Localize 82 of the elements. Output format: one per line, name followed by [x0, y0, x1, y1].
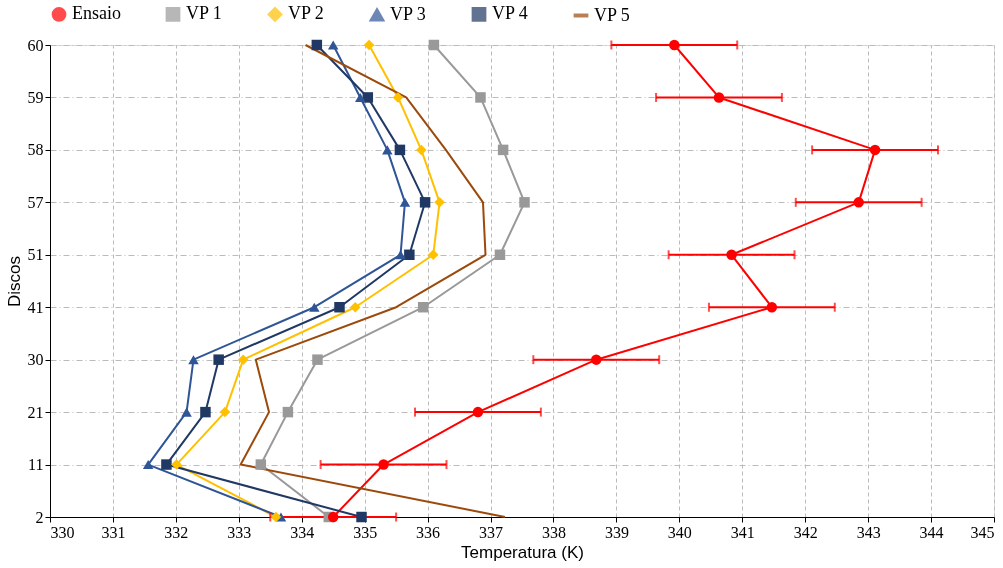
y-tick-label: 60	[27, 36, 44, 54]
point	[362, 92, 374, 103]
x-tick-label: 341	[730, 523, 755, 541]
point	[472, 406, 484, 418]
x-tick-label: 338	[541, 523, 566, 541]
legend-label: VP 1	[186, 3, 222, 24]
point	[282, 406, 294, 418]
point	[161, 459, 172, 470]
y-tick-label: 41	[27, 298, 44, 316]
point	[853, 197, 864, 208]
point	[181, 407, 192, 417]
y-tick-label: 30	[27, 351, 44, 369]
point	[434, 197, 445, 208]
point	[519, 197, 530, 208]
legend-label: Ensaio	[72, 3, 121, 24]
y-tick-label: 51	[27, 246, 44, 264]
point	[591, 354, 602, 365]
point	[200, 406, 211, 418]
x-tick-label: 336	[416, 523, 441, 541]
point	[355, 92, 366, 102]
point	[237, 354, 249, 365]
x-tick-label: 334	[290, 523, 315, 541]
point	[726, 249, 737, 261]
point	[766, 301, 778, 313]
point	[356, 511, 367, 523]
point	[213, 354, 224, 365]
x-tick-label: 339	[604, 523, 629, 541]
x-tick-label: 340	[667, 523, 692, 541]
point	[497, 144, 509, 156]
point	[334, 301, 345, 313]
x-tick-label: 337	[479, 523, 504, 541]
point	[475, 92, 486, 103]
point	[395, 250, 406, 260]
point	[382, 145, 393, 155]
point	[378, 459, 389, 470]
x-tick-label: 331	[101, 523, 126, 541]
y-tick-label: 58	[27, 141, 44, 159]
y-tick-label: 21	[27, 403, 44, 421]
x-tick-label: 342	[793, 523, 818, 541]
point	[869, 144, 881, 156]
point	[327, 40, 339, 50]
legend-label: VP 4	[492, 3, 528, 24]
point	[669, 39, 680, 51]
y-tick-label: 2	[35, 508, 44, 526]
y-tick-label: 11	[28, 456, 44, 474]
point	[171, 459, 182, 470]
point	[219, 406, 231, 418]
point	[713, 92, 725, 103]
point	[428, 39, 440, 51]
point	[428, 249, 439, 261]
point	[419, 197, 431, 208]
point	[363, 39, 375, 51]
x-tick-label: 335	[353, 523, 378, 541]
point	[416, 144, 427, 156]
point	[327, 511, 339, 523]
point	[142, 460, 154, 470]
x-tick-label: 343	[856, 523, 881, 541]
x-tick-label: 344	[919, 523, 944, 541]
y-tick-label: 57	[27, 193, 44, 211]
x-tick-label: 332	[164, 523, 189, 541]
point	[349, 301, 361, 313]
point	[494, 249, 506, 261]
legend-label: VP 5	[594, 4, 630, 25]
legend-label: VP 2	[288, 3, 324, 24]
point	[394, 144, 406, 156]
y-axis-title: Discos	[4, 255, 24, 308]
point	[188, 355, 199, 365]
point	[309, 302, 320, 312]
point	[404, 249, 415, 261]
point	[392, 92, 404, 103]
point	[399, 197, 411, 207]
point	[312, 354, 323, 365]
x-axis-title: Temperatura (K)	[461, 542, 584, 562]
point	[311, 39, 323, 51]
point	[255, 459, 267, 470]
y-tick-label: 59	[27, 88, 44, 106]
point	[270, 511, 282, 523]
x-tick-label: 330	[50, 523, 75, 541]
point	[417, 301, 429, 313]
legend-label: VP 3	[390, 3, 426, 24]
x-tick-label: 345	[970, 523, 995, 541]
x-tick-label: 333	[227, 523, 252, 541]
